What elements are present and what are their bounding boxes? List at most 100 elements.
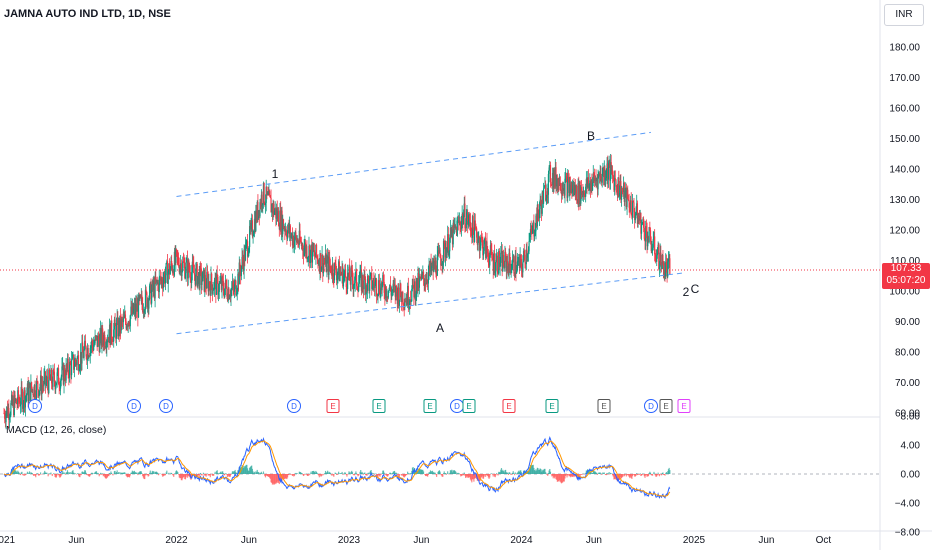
candle-body — [435, 260, 437, 275]
candle-body — [392, 283, 394, 291]
candle-body — [315, 244, 317, 258]
candle-body — [117, 317, 119, 337]
candle-body — [10, 394, 13, 403]
candle-body — [462, 214, 464, 224]
candle-body — [594, 176, 596, 182]
candle-body — [72, 354, 74, 357]
earnings-marker[interactable]: E — [545, 399, 559, 413]
candle-body — [464, 203, 466, 229]
candle-body — [303, 248, 305, 256]
candle-body — [476, 228, 478, 238]
candle-body — [19, 401, 21, 406]
candle-body — [411, 278, 414, 289]
candle-body — [647, 237, 650, 243]
candle-body — [299, 230, 301, 242]
candle-body — [184, 273, 187, 279]
dividend-marker[interactable]: D — [159, 399, 173, 413]
candle-body — [133, 304, 136, 309]
earnings-marker[interactable]: E — [659, 399, 673, 413]
earnings-marker[interactable]: E — [677, 399, 691, 413]
candle-body — [605, 175, 607, 179]
candle-body — [658, 266, 661, 269]
candle-body — [264, 203, 266, 206]
candle-body — [33, 395, 35, 398]
candle-body — [148, 299, 150, 309]
candle-body — [487, 253, 489, 262]
candle-body — [649, 230, 652, 242]
candle-body — [8, 417, 11, 420]
channel-lower-line[interactable] — [176, 272, 686, 335]
candle-body — [361, 275, 363, 291]
candle-body — [652, 247, 654, 249]
candle-body — [412, 278, 414, 286]
candle-body — [574, 185, 576, 194]
dividend-marker[interactable]: D — [127, 399, 141, 413]
candle-body — [439, 249, 441, 258]
candle-body — [257, 201, 259, 219]
wave-label: B — [587, 129, 595, 143]
earnings-marker[interactable]: E — [372, 399, 386, 413]
earnings-marker[interactable]: E — [462, 399, 476, 413]
currency-button[interactable]: INR — [884, 4, 924, 26]
candle-body — [472, 216, 474, 230]
candle-body — [568, 178, 570, 193]
candle-body — [396, 286, 398, 293]
candle-body — [120, 315, 122, 331]
candle-body — [608, 162, 610, 168]
candle-body — [298, 230, 300, 245]
candle-body — [457, 219, 459, 221]
dividend-marker[interactable]: D — [644, 399, 658, 413]
candle-body — [656, 253, 659, 256]
candle-body — [416, 278, 418, 291]
candle-body — [489, 255, 491, 266]
svg-text:E: E — [681, 402, 686, 411]
earnings-marker[interactable]: E — [502, 399, 516, 413]
dividend-marker[interactable]: D — [28, 399, 42, 413]
candle-body — [623, 182, 625, 193]
candle-body — [444, 243, 446, 258]
earnings-marker[interactable]: E — [597, 399, 611, 413]
candle-body — [213, 280, 216, 290]
candle-body — [106, 341, 109, 343]
candle-body — [510, 269, 512, 273]
candle-body — [563, 188, 565, 196]
dividend-marker[interactable]: D — [450, 399, 464, 413]
candle-body — [231, 282, 233, 289]
candle-body — [605, 178, 607, 181]
candle-body — [511, 259, 514, 269]
candle-body — [202, 271, 204, 282]
candle-body — [241, 256, 243, 267]
candle-body — [258, 210, 260, 217]
candle-body — [211, 273, 213, 285]
candle-body — [126, 325, 128, 329]
candle-body — [512, 256, 514, 260]
candle-body — [434, 260, 436, 269]
candle-body — [82, 342, 84, 353]
earnings-marker[interactable]: E — [326, 399, 340, 413]
candle-body — [485, 237, 487, 258]
candle-body — [91, 340, 93, 346]
candle-body — [587, 177, 590, 188]
channel-upper-line[interactable] — [176, 131, 651, 197]
candle-body — [331, 264, 334, 276]
macd-tick: −4.00 — [895, 499, 921, 510]
candle-body — [470, 230, 472, 232]
earnings-marker[interactable]: E — [423, 399, 437, 413]
candle-body — [409, 299, 412, 302]
svg-text:D: D — [131, 402, 137, 411]
candle-body — [281, 210, 283, 235]
candle-body — [108, 324, 111, 343]
candle-body — [122, 319, 124, 323]
candle-body — [278, 226, 280, 230]
candle-body — [313, 250, 316, 256]
candle-body — [207, 276, 209, 292]
candle-body — [302, 244, 304, 251]
candle-body — [71, 356, 73, 360]
dividend-marker[interactable]: D — [287, 399, 301, 413]
candle-body — [186, 258, 189, 279]
candle-body — [407, 285, 409, 305]
candle-body — [634, 215, 636, 221]
candle-body — [428, 263, 430, 273]
